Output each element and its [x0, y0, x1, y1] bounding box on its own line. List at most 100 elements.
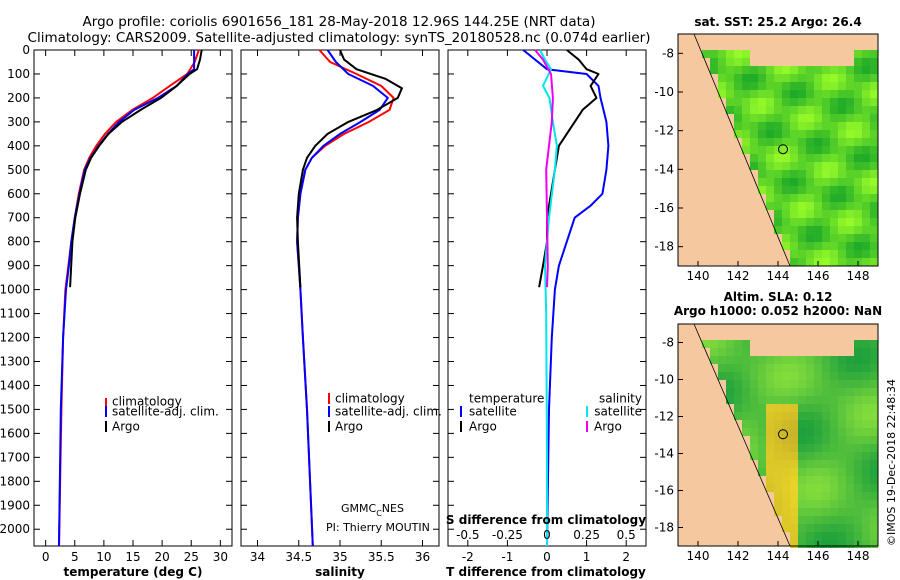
map-cell — [862, 250, 870, 258]
map-cell — [870, 138, 878, 146]
s-tick-label: 0 — [543, 528, 551, 542]
map-cell — [854, 484, 862, 492]
map-cell — [766, 404, 774, 412]
map-cell — [806, 364, 814, 372]
map-cell — [846, 146, 854, 154]
depth-tick-label: 500 — [7, 163, 30, 177]
map-cell — [766, 364, 774, 372]
map-cell — [782, 178, 790, 186]
map-cell — [830, 114, 838, 122]
map-cell — [822, 524, 830, 532]
map-cell — [790, 202, 798, 210]
map-cell — [790, 404, 798, 412]
map-cell — [742, 82, 750, 90]
map-cell — [822, 226, 830, 234]
map-cell — [806, 388, 814, 396]
map-cell — [814, 202, 822, 210]
map-cell — [806, 524, 814, 532]
s-tick-label: -0.25 — [492, 528, 523, 542]
map-cell — [806, 380, 814, 388]
temperature-xlabel: temperature (deg C) — [64, 565, 203, 579]
map-cell — [782, 66, 790, 74]
map-cell — [830, 186, 838, 194]
map-cell — [830, 420, 838, 428]
map-cell — [806, 452, 814, 460]
map-cell — [862, 524, 870, 532]
map-cell — [782, 154, 790, 162]
depth-tick-label: 2000 — [0, 522, 30, 536]
map-cell — [838, 178, 846, 186]
map-cell — [854, 162, 862, 170]
x-tick-label: 1 — [583, 550, 591, 564]
map-cell — [710, 58, 718, 66]
map-cell — [862, 226, 870, 234]
map-cell — [862, 340, 870, 348]
map-lon-label: 148 — [847, 549, 870, 563]
map-cell — [862, 242, 870, 250]
map-cell — [798, 460, 806, 468]
map-cell — [790, 226, 798, 234]
map-cell — [766, 420, 774, 428]
map-cell — [718, 90, 726, 98]
map-cell — [774, 476, 782, 484]
map-cell — [766, 202, 774, 210]
map-cell — [830, 154, 838, 162]
map-cell — [838, 202, 846, 210]
map-cell — [870, 340, 878, 348]
sst-map: sat. SST: 25.2 Argo: 26.4 140 142 144 146 14… — [654, 15, 879, 283]
map-cell — [862, 154, 870, 162]
map-cell — [822, 420, 830, 428]
map-cell — [782, 516, 790, 524]
sla-map: Altim. SLA: 0.12 Argo h1000: 0.052 h2000… — [654, 290, 882, 563]
map-cell — [774, 210, 782, 218]
map-cell — [718, 356, 726, 364]
s-difference-title: S difference from climatology — [446, 513, 646, 527]
map-cell — [862, 130, 870, 138]
map-cell — [854, 114, 862, 122]
map-cell — [766, 98, 774, 106]
map-cell — [830, 202, 838, 210]
depth-tick-label: 800 — [7, 235, 30, 249]
map-cell — [854, 178, 862, 186]
map-cell — [862, 66, 870, 74]
map-cell — [806, 154, 814, 162]
map-cell — [806, 540, 814, 548]
map-cell — [870, 58, 878, 66]
map-cell — [854, 90, 862, 98]
map-cell — [870, 154, 878, 162]
map-cell — [846, 476, 854, 484]
map-cell — [798, 178, 806, 186]
map-cell — [806, 66, 814, 74]
coastline — [693, 323, 791, 547]
map-cell — [814, 210, 822, 218]
map-cell — [758, 146, 766, 154]
map-cell — [838, 66, 846, 74]
map-cell — [846, 170, 854, 178]
map-cell — [806, 170, 814, 178]
map-cell — [854, 364, 862, 372]
map-cell — [750, 98, 758, 106]
map-cell — [766, 476, 774, 484]
map-cell — [846, 194, 854, 202]
map-cell — [734, 372, 742, 380]
map-cell — [846, 540, 854, 548]
map-cell — [822, 468, 830, 476]
map-cell — [870, 372, 878, 380]
map-cell — [798, 186, 806, 194]
map-cell — [806, 484, 814, 492]
map-cell — [790, 356, 798, 364]
map-cell — [838, 492, 846, 500]
map-cell — [870, 210, 878, 218]
map-cell — [726, 380, 734, 388]
map-cell — [846, 138, 854, 146]
map-cell — [798, 234, 806, 242]
map-cell — [726, 348, 734, 356]
map-cell — [782, 242, 790, 250]
map-cell — [830, 98, 838, 106]
map-cell — [774, 122, 782, 130]
map-cell — [798, 122, 806, 130]
map-cell — [790, 162, 798, 170]
map-cell — [846, 364, 854, 372]
map-cell — [846, 452, 854, 460]
map-cell — [790, 500, 798, 508]
